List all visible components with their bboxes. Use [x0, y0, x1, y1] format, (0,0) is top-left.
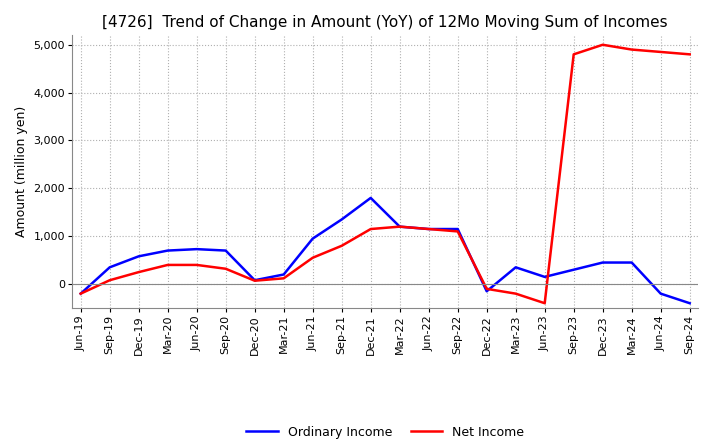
Net Income: [105, 278, 114, 283]
Net Income: [221, 266, 230, 271]
Ordinary Income: [511, 265, 520, 270]
Net Income: [135, 269, 143, 275]
Ordinary Income: [105, 265, 114, 270]
Net Income: [627, 47, 636, 52]
Net Income: [308, 255, 317, 260]
Net Income: [482, 286, 491, 291]
Ordinary Income: [570, 267, 578, 272]
Ordinary Income: [454, 227, 462, 232]
Ordinary Income: [221, 248, 230, 253]
Net Income: [657, 49, 665, 55]
Net Income: [511, 291, 520, 296]
Net Income: [570, 52, 578, 57]
Net Income: [279, 276, 288, 281]
Net Income: [192, 262, 201, 268]
Ordinary Income: [338, 217, 346, 222]
Ordinary Income: [308, 236, 317, 241]
Net Income: [598, 42, 607, 48]
Net Income: [251, 278, 259, 283]
Ordinary Income: [482, 289, 491, 294]
Ordinary Income: [135, 254, 143, 259]
Net Income: [366, 227, 375, 232]
Legend: Ordinary Income, Net Income: Ordinary Income, Net Income: [241, 421, 529, 440]
Ordinary Income: [251, 278, 259, 283]
Ordinary Income: [366, 195, 375, 201]
Net Income: [163, 262, 172, 268]
Ordinary Income: [598, 260, 607, 265]
Net Income: [685, 52, 694, 57]
Title: [4726]  Trend of Change in Amount (YoY) of 12Mo Moving Sum of Incomes: [4726] Trend of Change in Amount (YoY) o…: [102, 15, 668, 30]
Ordinary Income: [163, 248, 172, 253]
Line: Net Income: Net Income: [81, 45, 690, 303]
Ordinary Income: [76, 291, 85, 296]
Ordinary Income: [627, 260, 636, 265]
Net Income: [395, 224, 404, 229]
Net Income: [454, 229, 462, 234]
Ordinary Income: [279, 272, 288, 277]
Net Income: [76, 291, 85, 296]
Net Income: [424, 227, 433, 232]
Y-axis label: Amount (million yen): Amount (million yen): [15, 106, 28, 237]
Ordinary Income: [657, 291, 665, 296]
Ordinary Income: [424, 227, 433, 232]
Net Income: [541, 301, 549, 306]
Ordinary Income: [685, 301, 694, 306]
Net Income: [338, 243, 346, 249]
Ordinary Income: [192, 246, 201, 252]
Ordinary Income: [395, 224, 404, 229]
Line: Ordinary Income: Ordinary Income: [81, 198, 690, 303]
Ordinary Income: [541, 274, 549, 279]
